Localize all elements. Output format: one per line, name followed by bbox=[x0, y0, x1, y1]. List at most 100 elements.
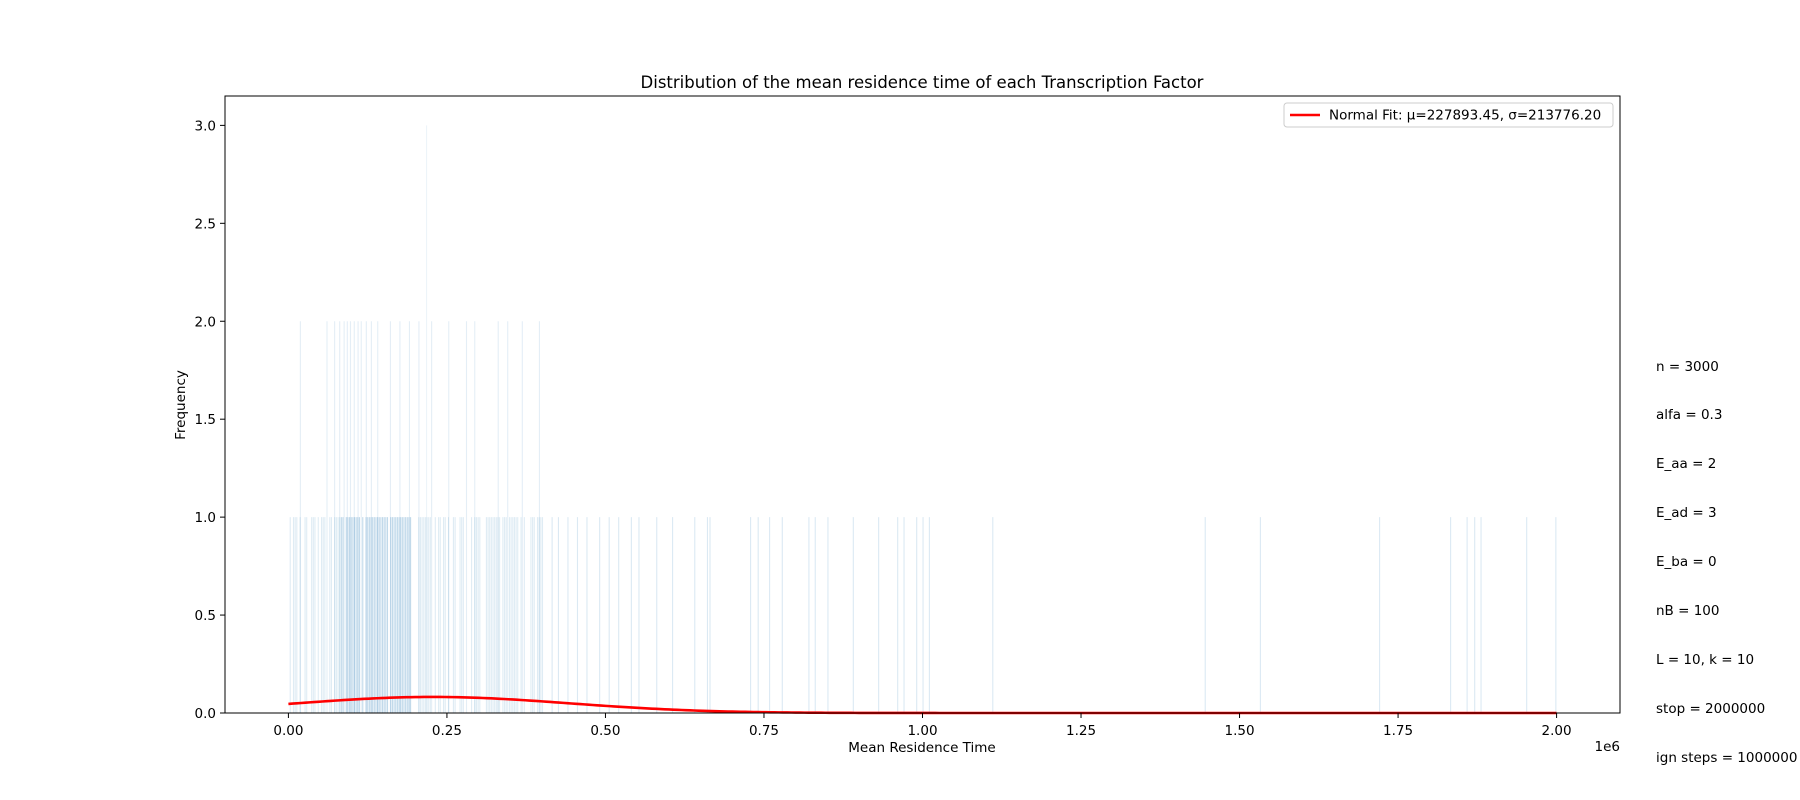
x-axis-offset-label: 1e6 bbox=[1595, 739, 1620, 755]
histogram-bar bbox=[383, 517, 385, 713]
histogram-bar bbox=[349, 517, 351, 713]
histogram-bar bbox=[694, 517, 696, 713]
histogram-bar bbox=[507, 321, 509, 713]
y-tick-label: 3.0 bbox=[195, 118, 216, 134]
histogram-bar bbox=[452, 517, 454, 713]
histogram-bar bbox=[431, 321, 433, 713]
x-tick-label: 0.75 bbox=[749, 723, 779, 739]
histogram-bar bbox=[618, 517, 620, 713]
histogram-bar bbox=[1259, 517, 1261, 713]
y-tick-label: 2.0 bbox=[195, 314, 216, 330]
histogram-bar bbox=[353, 517, 356, 713]
histogram-bar bbox=[423, 517, 425, 713]
histogram-bar bbox=[448, 321, 450, 713]
histogram-bar bbox=[541, 517, 544, 713]
histogram-bar bbox=[362, 517, 364, 713]
chart-title: Distribution of the mean residence time … bbox=[641, 73, 1204, 92]
legend-entry-label: Normal Fit: μ=227893.45, σ=213776.20 bbox=[1329, 108, 1601, 124]
plot-area bbox=[224, 95, 1621, 715]
histogram-bar bbox=[540, 517, 542, 713]
histogram-bar bbox=[520, 517, 522, 713]
histogram-bar bbox=[508, 517, 511, 713]
histogram-bar bbox=[355, 517, 357, 713]
x-tick-label: 1.25 bbox=[1066, 723, 1096, 739]
histogram-bar bbox=[769, 517, 771, 713]
annotation-line: stop = 2000000 bbox=[1656, 700, 1766, 717]
histogram-bar bbox=[638, 517, 640, 713]
histogram-bar bbox=[630, 517, 632, 713]
histogram-bar bbox=[334, 517, 336, 713]
histogram-bar bbox=[462, 517, 464, 713]
y-axis-ticks: 0.0 0.5 1.0 1.5 2.0 2.5 3.0 bbox=[195, 118, 225, 722]
histogram-bar bbox=[523, 517, 525, 713]
histogram-bar bbox=[499, 517, 501, 713]
x-tick-label: 2.00 bbox=[1542, 723, 1572, 739]
histogram-bar bbox=[530, 517, 532, 713]
histogram-bar bbox=[536, 517, 539, 713]
histogram-bar bbox=[1474, 517, 1476, 713]
histogram-bar bbox=[389, 321, 391, 713]
histogram-bar bbox=[474, 321, 476, 713]
histogram-bar bbox=[349, 321, 352, 713]
histogram-bar bbox=[304, 517, 306, 713]
histogram-bar bbox=[878, 517, 880, 713]
histogram-bar bbox=[1480, 517, 1482, 713]
y-axis-label: Frequency bbox=[173, 370, 189, 440]
histogram-bar bbox=[306, 517, 308, 713]
histogram-bar bbox=[352, 517, 354, 713]
histogram-bar bbox=[706, 517, 709, 713]
y-tick-label: 0.0 bbox=[195, 706, 216, 722]
histogram-bar bbox=[656, 517, 658, 713]
histogram-bar bbox=[377, 321, 379, 713]
histogram-bars bbox=[289, 125, 1557, 713]
histogram-bar bbox=[408, 517, 410, 713]
histogram-bar bbox=[367, 517, 369, 713]
histogram-bar bbox=[1526, 517, 1528, 713]
histogram-bar bbox=[418, 321, 420, 713]
histogram-bar bbox=[504, 517, 506, 713]
annotation-line: L = 10, k = 10 bbox=[1656, 651, 1755, 668]
histogram-bar bbox=[852, 517, 854, 713]
histogram-bar bbox=[396, 517, 398, 713]
histogram-bar bbox=[339, 321, 341, 713]
legend-box bbox=[1283, 102, 1614, 128]
histogram-bar bbox=[347, 517, 349, 713]
histogram-bar bbox=[434, 517, 436, 713]
histogram-bar bbox=[512, 517, 514, 713]
x-tick-label: 1.50 bbox=[1225, 723, 1255, 739]
histogram-bar bbox=[576, 517, 579, 713]
histogram-bar bbox=[538, 517, 540, 713]
histogram-bar bbox=[292, 517, 295, 713]
histogram-bar bbox=[365, 321, 367, 713]
histogram-bar bbox=[378, 517, 380, 713]
histogram-bar bbox=[326, 321, 328, 713]
histogram-bar bbox=[401, 517, 403, 713]
histogram-bar bbox=[903, 517, 905, 713]
histogram-bar bbox=[439, 517, 441, 713]
annotation-line: ign steps = 1000000 bbox=[1656, 749, 1798, 766]
histogram-bar bbox=[343, 321, 345, 713]
histogram-bar bbox=[515, 517, 517, 713]
histogram-bar bbox=[403, 517, 405, 713]
histogram-bar bbox=[337, 517, 339, 713]
histogram-bar bbox=[750, 517, 752, 713]
histogram-bar bbox=[497, 517, 499, 713]
histogram-bar bbox=[502, 517, 504, 713]
histogram-bar bbox=[357, 517, 359, 713]
histogram-bar bbox=[757, 517, 759, 713]
histogram-bar bbox=[370, 517, 372, 713]
histogram-bar bbox=[438, 517, 440, 713]
histogram-bar bbox=[405, 517, 407, 713]
annotation-line: E_ba = 0 bbox=[1656, 554, 1717, 571]
histogram-bar bbox=[475, 517, 478, 713]
histogram-bar bbox=[358, 517, 361, 713]
x-tick-label: 0.00 bbox=[273, 723, 303, 739]
histogram-bar bbox=[329, 517, 331, 713]
histogram-bar bbox=[390, 517, 392, 713]
histogram-bar bbox=[709, 517, 711, 713]
histogram-bar bbox=[538, 321, 540, 713]
histogram-bar bbox=[586, 517, 588, 713]
histogram-bar bbox=[492, 517, 494, 713]
